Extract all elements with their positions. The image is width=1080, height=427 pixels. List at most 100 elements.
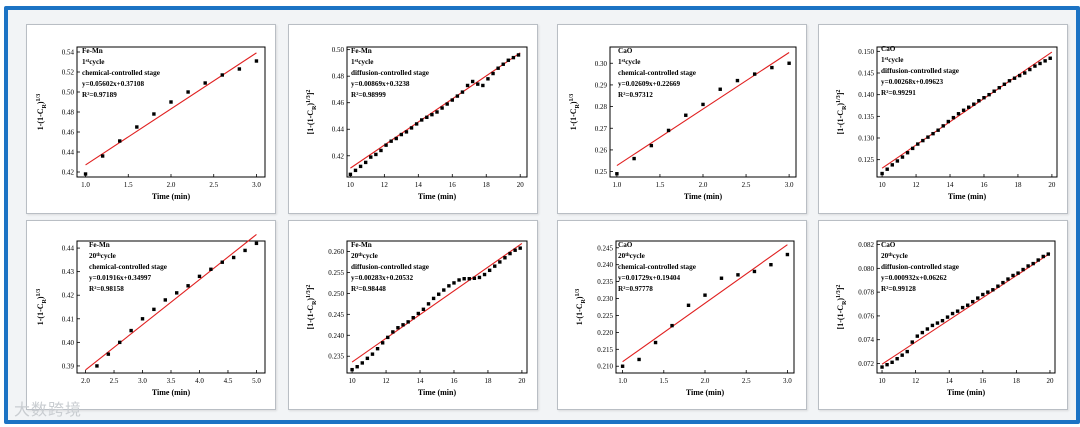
y-tick-label: 0.125	[858, 156, 874, 164]
data-point	[1033, 64, 1037, 68]
data-point	[467, 277, 471, 281]
y-tick-label: 0.28	[595, 103, 608, 111]
x-axis-label: Time (min)	[686, 388, 725, 397]
data-point	[752, 72, 757, 76]
x-tick-label: 4.5	[224, 377, 233, 385]
data-point	[703, 293, 707, 297]
data-point	[209, 267, 213, 271]
data-point	[895, 159, 900, 163]
y-tick-label: 0.44	[332, 126, 345, 134]
data-point	[384, 143, 388, 147]
data-point	[243, 248, 247, 253]
data-point	[701, 102, 705, 107]
data-point	[414, 122, 419, 126]
x-tick-label: 16	[450, 377, 458, 385]
y-tick-label: 0.215	[597, 346, 613, 354]
data-point	[637, 357, 641, 362]
plot-area-frame	[346, 46, 528, 178]
data-point	[1031, 261, 1035, 266]
y-tick-label: 0.260	[328, 248, 344, 256]
x-tick-label: 12	[383, 377, 391, 385]
data-point	[455, 94, 460, 98]
material-label: Fe-Mn	[89, 241, 110, 249]
x-tick-label: 1.0	[81, 181, 90, 189]
data-point	[986, 290, 990, 294]
data-point	[981, 292, 985, 297]
data-point	[736, 273, 740, 277]
x-tick-label: 1.0	[618, 377, 627, 385]
stage-label: diffusion-controlled stage	[351, 263, 429, 271]
r-squared: R²=0.98999	[351, 91, 386, 99]
x-tick-label: 3.0	[138, 377, 147, 385]
data-point	[83, 172, 88, 176]
data-point	[435, 110, 439, 114]
data-point	[885, 362, 889, 367]
data-point	[399, 132, 404, 137]
data-point	[518, 246, 522, 250]
x-tick-label: 20	[518, 377, 526, 385]
x-tick-label: 3.5	[167, 377, 176, 385]
data-point	[129, 328, 133, 333]
x-tick-label: 14	[415, 181, 423, 189]
stage-label: diffusion-controlled stage	[881, 67, 959, 75]
data-point	[920, 330, 925, 335]
data-point	[436, 292, 441, 296]
data-point	[1023, 71, 1027, 75]
y-tick-label: 0.44	[62, 245, 75, 253]
data-point	[462, 277, 466, 281]
data-point	[152, 112, 156, 116]
plot-area-frame	[346, 240, 528, 374]
data-point	[935, 321, 940, 325]
data-point	[186, 284, 190, 288]
chart-panel: 2.0 2.5 3.0 3.5 4.0 4.5 5.0 0.39 0.40 0.41 0.42 0.4…	[26, 220, 276, 410]
x-tick-label: 16	[980, 181, 988, 189]
data-point	[769, 262, 773, 267]
x-tick-label: 14	[947, 181, 955, 189]
stage-label: chemical-controlled stage	[618, 69, 696, 77]
data-point	[987, 92, 991, 97]
x-tick-label: 16	[979, 377, 987, 385]
data-point	[945, 315, 950, 319]
data-point	[513, 248, 517, 252]
plot-area-frame	[76, 240, 266, 374]
data-point	[960, 305, 965, 310]
x-tick-label: 5.0	[252, 377, 261, 385]
fit-equation: y=0.00268x+0.09623	[881, 78, 944, 86]
data-point	[442, 288, 446, 292]
plot-area-frame	[76, 46, 266, 178]
x-tick-label: 3.0	[783, 377, 792, 385]
chart-panel: 1.0 1.5 2.0 2.5 3.0 0.25 0.26 0.27 0.28 0.29 0.30 T…	[557, 24, 807, 214]
y-axis-label: 1-(1-CR)1/3	[569, 94, 581, 130]
data-point	[491, 71, 495, 76]
material-label: CaO	[881, 45, 896, 53]
y-tick-label: 0.42	[62, 169, 75, 177]
fit-line	[616, 52, 790, 167]
chart-panel: 10 12 14 16 18 20 0.125 0.130 0.135 0.140 0.145 0.1…	[818, 24, 1068, 214]
data-point	[976, 296, 980, 300]
data-point	[95, 364, 99, 368]
fit-line	[351, 242, 523, 363]
data-point	[389, 139, 393, 143]
stage-label: chemical-controlled stage	[618, 263, 696, 271]
data-point	[915, 334, 920, 338]
data-point	[355, 365, 359, 369]
y-tick-label: 0.245	[597, 244, 613, 252]
y-axis-label: 1-(1-CR)1/3	[36, 289, 48, 325]
figure-frame: 1.0 1.5 2.0 2.5 3.0 0.42 0.44 0.46 0.48 0.50 0.52 0…	[4, 6, 1080, 424]
y-tick-label: 0.46	[62, 129, 75, 137]
y-tick-label: 0.39	[62, 362, 75, 370]
data-point	[370, 352, 375, 356]
data-point	[997, 86, 1001, 90]
data-point	[140, 317, 145, 321]
annotation: Fe-Mn 20thcycle chemical-controlled stage y…	[89, 241, 167, 293]
data-point	[406, 320, 410, 324]
data-point	[972, 102, 976, 106]
stage-label: diffusion-controlled stage	[881, 263, 959, 271]
data-point	[982, 96, 986, 100]
data-point	[1016, 271, 1020, 275]
data-point	[1001, 280, 1005, 285]
data-point	[941, 124, 945, 128]
x-tick-label: 1.0	[613, 181, 622, 189]
r-squared: R²=0.97312	[618, 91, 653, 99]
data-point	[496, 66, 500, 70]
